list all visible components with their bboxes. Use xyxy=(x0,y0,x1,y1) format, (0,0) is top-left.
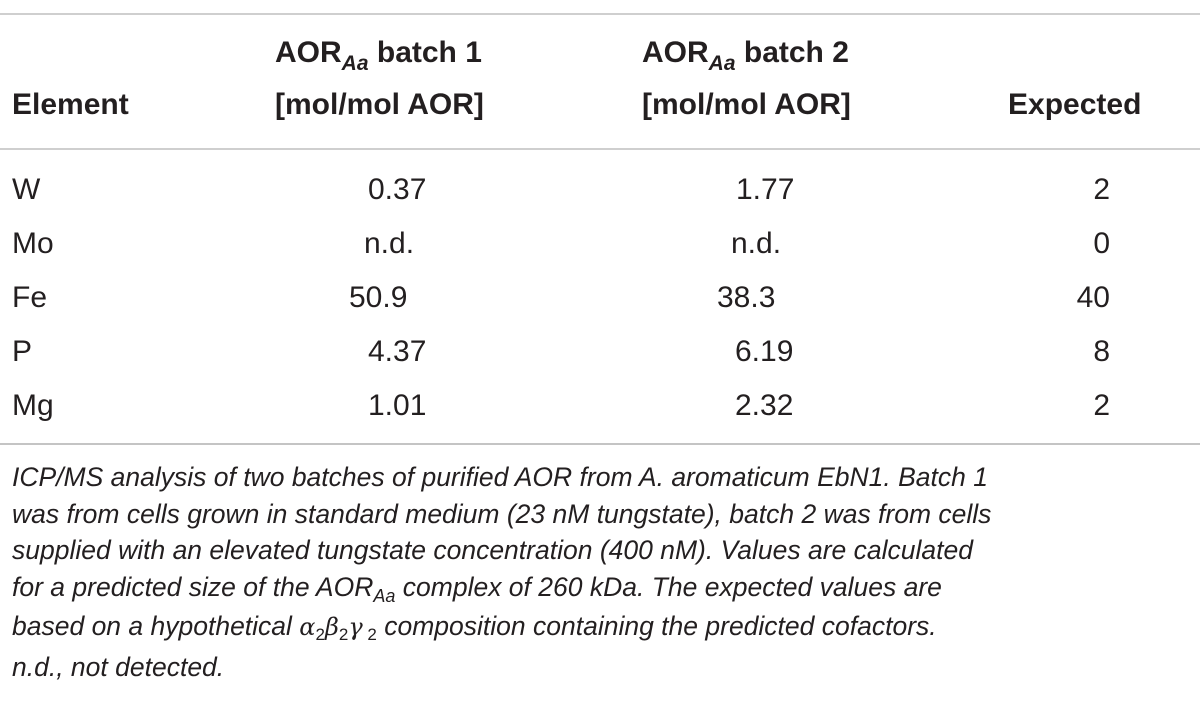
row-expected: 2 xyxy=(1093,389,1110,422)
row-element: W xyxy=(12,173,41,206)
caption-line: supplied with an elevated tungstate conc… xyxy=(12,535,973,565)
row-batch2: 1.77 xyxy=(736,173,795,206)
caption-line: based on a hypothetical α2β2γ 2 composit… xyxy=(12,611,937,644)
row-batch1: n.d. xyxy=(364,227,415,260)
row-batch2: 38.3 xyxy=(717,281,776,314)
row-expected: 0 xyxy=(1093,227,1110,260)
row-batch1: 0.37 xyxy=(368,173,427,206)
row-element: P xyxy=(12,335,33,368)
row-element: Mg xyxy=(12,389,54,422)
header-element: Element xyxy=(12,88,129,121)
row-batch2: 2.32 xyxy=(735,389,794,422)
header-batch2-unit: [mol/mol AOR] xyxy=(642,88,851,121)
row-element: Fe xyxy=(12,281,48,314)
header-expected: Expected xyxy=(1008,88,1142,121)
row-expected: 8 xyxy=(1093,335,1110,368)
caption-line: n.d., not detected. xyxy=(12,651,225,682)
row-expected: 2 xyxy=(1093,173,1110,206)
row-element: Mo xyxy=(12,227,54,260)
caption-line: was from cells grown in standard medium … xyxy=(12,498,992,529)
caption-line: for a predicted size of the AORAa comple… xyxy=(12,571,942,606)
row-batch1: 50.9 xyxy=(349,281,408,314)
header-batch1-title: AORAa batch 1 xyxy=(275,36,482,75)
header-batch2-title: AORAa batch 2 xyxy=(642,36,849,75)
top-rule xyxy=(0,13,1200,15)
row-batch2: n.d. xyxy=(731,227,782,260)
caption-line: ICP/MS analysis of two batches of purifi… xyxy=(12,462,988,492)
bottom-rule xyxy=(0,443,1200,445)
header-batch1-unit: [mol/mol AOR] xyxy=(275,88,484,121)
row-batch1: 1.01 xyxy=(368,389,427,422)
row-batch1: 4.37 xyxy=(368,335,427,368)
row-expected: 40 xyxy=(1076,281,1110,314)
header-rule xyxy=(0,148,1200,150)
row-batch2: 6.19 xyxy=(735,335,794,368)
table-caption: ICP/MS analysis of two batches of purifi… xyxy=(12,459,1192,685)
